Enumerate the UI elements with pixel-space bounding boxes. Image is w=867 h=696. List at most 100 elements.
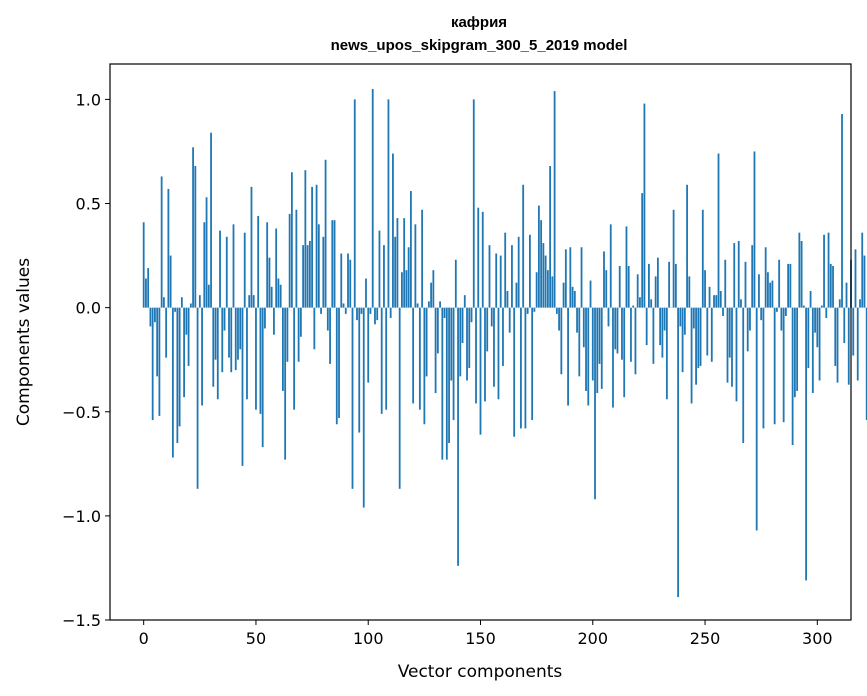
bar (216, 307, 219, 400)
bar (225, 236, 228, 308)
bar (722, 307, 724, 316)
bar (695, 307, 697, 385)
bar (488, 245, 491, 308)
bar (228, 307, 230, 358)
x-tick-label: 50 (246, 629, 266, 648)
bar (158, 307, 161, 416)
bar (306, 245, 309, 308)
bar (149, 307, 152, 327)
bars-group (142, 88, 867, 598)
bar (836, 307, 839, 383)
bar (436, 307, 439, 354)
bar (490, 307, 493, 327)
bar (259, 307, 262, 414)
bar (854, 249, 857, 308)
bar (171, 307, 174, 458)
bar (784, 307, 787, 316)
bar (205, 197, 208, 308)
bar (706, 307, 709, 356)
bar (178, 307, 181, 427)
bar (156, 307, 159, 377)
bar (710, 307, 713, 362)
bar (665, 307, 668, 400)
bar (699, 307, 702, 366)
bar (531, 307, 534, 421)
bar (782, 307, 785, 423)
bar (486, 307, 489, 352)
bar (232, 224, 235, 308)
bar (529, 234, 531, 308)
bar (160, 176, 163, 308)
bar (551, 276, 554, 308)
bar (302, 245, 305, 308)
bar (746, 307, 749, 352)
bar (212, 307, 215, 387)
bar (605, 270, 608, 308)
bar (558, 307, 560, 331)
bar (632, 305, 635, 308)
bar (603, 251, 605, 308)
bar (749, 307, 751, 331)
bar (255, 307, 257, 410)
bar (418, 307, 421, 410)
bar (506, 290, 509, 308)
bar (367, 307, 370, 383)
bar (537, 205, 540, 308)
bar (838, 299, 841, 308)
bar (499, 255, 502, 308)
bar (805, 307, 807, 581)
bar (425, 307, 428, 377)
bar (448, 307, 450, 443)
bar (589, 280, 592, 308)
bar (380, 307, 383, 414)
x-tick-label: 300 (802, 629, 833, 648)
bar (533, 307, 536, 312)
y-tick-label: 1.0 (76, 90, 101, 109)
bar (751, 245, 754, 308)
bar (329, 307, 331, 364)
bar (252, 295, 255, 308)
bar (389, 307, 392, 319)
bar (861, 232, 864, 308)
bar (582, 307, 585, 348)
bar (546, 270, 549, 308)
bar (753, 151, 756, 308)
bar (713, 295, 715, 308)
bar (594, 307, 596, 500)
bar (733, 243, 736, 308)
bar (142, 222, 145, 308)
bar (284, 307, 287, 460)
bar (661, 307, 664, 358)
bar (769, 282, 772, 308)
bar (679, 307, 682, 327)
bar (724, 259, 727, 308)
bar (385, 307, 388, 410)
bar (264, 307, 266, 329)
bar (596, 307, 599, 394)
bar (701, 209, 704, 308)
bar (383, 245, 385, 308)
bar (630, 307, 632, 362)
bar (378, 230, 381, 308)
bar (392, 153, 394, 308)
bar (659, 307, 662, 346)
bar (715, 295, 718, 308)
bar (270, 286, 273, 308)
x-axis-label: Vector components (398, 662, 563, 682)
bar (441, 307, 444, 460)
bar (800, 241, 803, 308)
bar (668, 261, 671, 308)
bar (814, 307, 816, 333)
bar (282, 307, 284, 391)
bar (677, 307, 679, 598)
bar (735, 307, 738, 402)
bar (609, 224, 612, 308)
bar (823, 234, 825, 308)
bar (450, 307, 453, 381)
bar (466, 307, 468, 381)
bar (764, 247, 767, 308)
bar (809, 290, 812, 308)
bar (459, 307, 462, 377)
bar (522, 184, 525, 308)
